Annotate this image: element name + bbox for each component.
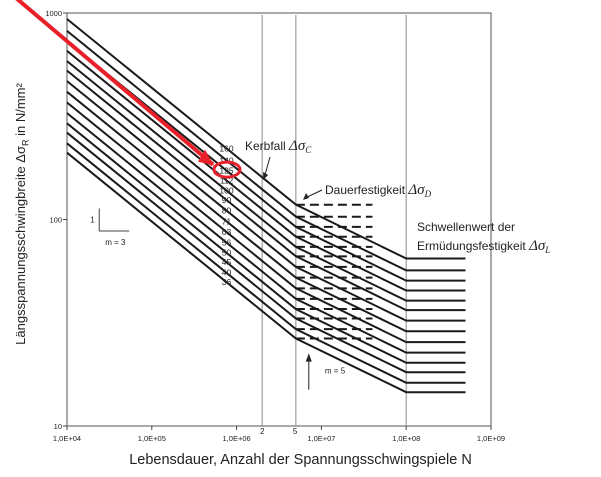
x-tick-label-2: 1,0E+06 bbox=[223, 434, 251, 443]
sn-curve-56 bbox=[66, 112, 466, 354]
sn-curve-50 bbox=[66, 122, 466, 364]
tick-layer: 2 5 1,0E+04 1,0E+05 1,0E+06 1,0E+07 1,0E+08 1,0… bbox=[45, 9, 505, 443]
category-label-56: 56 bbox=[222, 238, 232, 248]
y-axis-title-sub: R bbox=[20, 139, 31, 147]
dauer-sub: D bbox=[424, 189, 432, 199]
sn-curve-160 bbox=[66, 18, 466, 260]
slope-triangle-m3 bbox=[98, 208, 130, 232]
slope-m5-arrowhead bbox=[305, 353, 312, 362]
sn-curve-45 bbox=[66, 131, 466, 374]
x-tick-label-3: 1,0E+07 bbox=[307, 434, 335, 443]
x-tick-label-0: 1,0E+04 bbox=[53, 434, 81, 443]
sn-curve-80 bbox=[66, 80, 466, 322]
sn-curve-90 bbox=[66, 69, 466, 312]
schwellen-label-line2: Ermüdungsfestigkeit ΔσL bbox=[417, 238, 550, 255]
knee-label-n-c: 2 bbox=[260, 427, 265, 436]
y-axis-title-main: Längsspannungsschwingbreite Δσ bbox=[13, 146, 28, 345]
kerbfall-label: Kerbfall ΔσC bbox=[245, 138, 312, 155]
annotation-layer: 1 m = 3 m = 5 Kerbfall ΔσC Dauerfestigkeit Δ… bbox=[15, 0, 550, 390]
sn-curve-63 bbox=[66, 101, 466, 344]
sn-curve-100 bbox=[66, 60, 466, 302]
knee-label-n-d: 5 bbox=[293, 427, 298, 436]
category-label-125: 125 bbox=[219, 166, 233, 176]
highlight-arrow-line bbox=[15, 0, 215, 167]
slope-rise-label: 1 bbox=[90, 216, 95, 225]
sn-curve-71 bbox=[66, 91, 466, 333]
y-axis-title-unit: in N/mm² bbox=[13, 83, 28, 140]
schwellen-sub: L bbox=[544, 245, 550, 255]
category-label-140: 140 bbox=[219, 155, 233, 165]
kerbfall-symbol: Δσ bbox=[288, 138, 306, 154]
kerbfall-sub: C bbox=[305, 145, 312, 155]
schwellen-symbol: Δσ bbox=[528, 238, 546, 254]
dauer-pointer-head bbox=[303, 193, 309, 200]
sn-curve-140 bbox=[66, 30, 466, 272]
slope-m3-label: m = 3 bbox=[105, 238, 126, 247]
dauer-symbol: Δσ bbox=[407, 182, 425, 198]
category-label-90: 90 bbox=[222, 195, 232, 205]
grid-layer bbox=[261, 15, 407, 426]
y-axis-title: Längsspannungsschwingbreite ΔσR in N/mm² bbox=[13, 83, 31, 345]
category-label-40: 40 bbox=[222, 268, 232, 278]
y-tick-label-1: 100 bbox=[49, 216, 62, 225]
category-label-71: 71 bbox=[222, 216, 232, 226]
highlight-arrow-head bbox=[197, 149, 214, 166]
category-label-100: 100 bbox=[219, 186, 233, 196]
category-label-80: 80 bbox=[222, 206, 232, 216]
category-label-45: 45 bbox=[222, 257, 232, 267]
series-layer bbox=[66, 18, 466, 394]
category-label-63: 63 bbox=[222, 227, 232, 237]
category-label-36: 36 bbox=[222, 277, 232, 287]
kerbfall-pointer-head bbox=[263, 172, 269, 180]
sn-curve-36 bbox=[66, 151, 466, 394]
slope-m5-label: m = 5 bbox=[325, 366, 346, 375]
dauer-label: Dauerfestigkeit ΔσD bbox=[325, 182, 432, 199]
sn-curve-40 bbox=[66, 142, 466, 384]
x-tick-label-4: 1,0E+08 bbox=[392, 434, 420, 443]
sn-curve-125 bbox=[66, 40, 466, 282]
category-label-112: 112 bbox=[220, 175, 234, 185]
category-label-50: 50 bbox=[222, 248, 232, 258]
schwellen-label-line1: Schwellenwert der bbox=[417, 220, 515, 234]
x-tick-label-5: 1,0E+09 bbox=[477, 434, 505, 443]
y-tick-label-2: 1000 bbox=[45, 9, 62, 18]
highlight-circle bbox=[212, 160, 242, 179]
y-tick-label-0: 10 bbox=[54, 422, 62, 431]
x-axis-title: Lebensdauer, Anzahl der Spannungsschwing… bbox=[129, 452, 472, 468]
category-label-160: 160 bbox=[219, 143, 233, 153]
sn-curve-112 bbox=[66, 50, 466, 292]
x-tick-label-1: 1,0E+05 bbox=[138, 434, 166, 443]
